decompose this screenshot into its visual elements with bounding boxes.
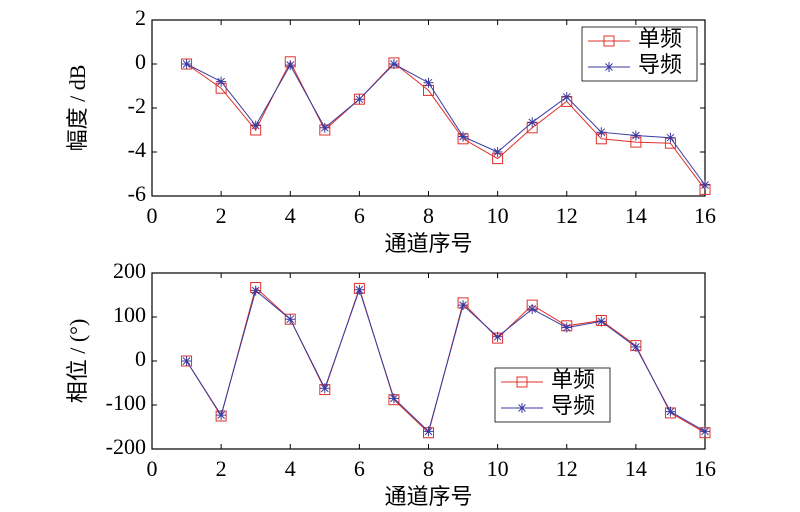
marker-star [319,383,330,394]
marker-star [216,76,227,87]
x-axis-label: 通道序号 [384,231,472,256]
marker-star [423,426,434,437]
marker-star [630,130,641,141]
marker-star [596,316,607,327]
marker-square [516,376,528,388]
y-tick-label: 200 [113,258,146,283]
x-axis-label: 通道序号 [384,484,472,509]
marker-star [527,117,538,128]
legend-box [581,26,698,82]
marker-star [285,60,296,71]
x-tick-label: 2 [216,203,227,228]
marker-star [561,322,572,333]
marker-star [250,285,261,296]
x-tick-label: 0 [147,456,158,481]
x-tick-label: 0 [147,203,158,228]
legend-box [494,367,611,423]
x-tick-label: 8 [423,456,434,481]
y-tick-label: 2 [135,5,146,30]
marker-star [354,94,365,105]
marker-star [665,132,676,143]
marker-star [492,147,503,157]
y-axis-label: 幅度 / dB [65,65,90,152]
series-line [186,286,706,434]
y-axis-label: 相位 / (°) [65,319,90,404]
x-tick-label: 12 [556,203,578,228]
marker-star [423,77,434,88]
marker-star [458,300,469,311]
x-tick-label: 8 [423,203,434,228]
y-tick-label: -2 [128,93,146,118]
x-tick-label: 14 [625,203,647,228]
marker-star [517,403,527,413]
marker-star [604,62,614,72]
x-tick-label: 2 [216,456,227,481]
series-line [186,63,706,186]
x-tick-label: 6 [354,456,365,481]
x-tick-label: 10 [487,203,509,228]
y-tick-label: -100 [106,390,146,415]
marker-star [665,406,676,417]
marker-star [354,284,365,295]
y-tick-label: -6 [128,181,146,206]
x-tick-label: 16 [694,203,716,228]
y-tick-label: 0 [135,49,146,74]
marker-star [700,426,710,437]
x-tick-label: 4 [285,456,296,481]
y-tick-label: 100 [113,302,146,327]
marker-star [388,59,399,69]
marker-star [388,393,399,404]
marker-star [181,356,192,366]
axes-frame [151,272,706,450]
marker-star [630,341,641,352]
marker-star [319,122,330,133]
marker-star [596,127,607,138]
legend-label: 单频 [638,26,682,51]
marker-star [285,314,296,325]
marker-square [603,35,615,47]
x-tick-label: 16 [694,456,716,481]
marker-star [458,131,469,142]
marker-star [216,410,227,421]
marker-star [181,59,192,69]
y-tick-label: -200 [106,434,146,459]
marker-star [492,331,503,342]
marker-star [527,304,538,315]
x-tick-label: 14 [625,456,647,481]
x-tick-label: 4 [285,203,296,228]
x-tick-label: 6 [354,203,365,228]
series-line [186,288,706,433]
legend-label: 导频 [551,393,595,418]
marker-star [700,180,710,190]
legend-label: 导频 [638,52,682,77]
y-tick-label: -4 [128,137,146,162]
x-tick-label: 12 [556,456,578,481]
y-tick-label: 0 [135,346,146,371]
marker-star [561,92,572,102]
x-tick-label: 10 [487,456,509,481]
legend-label: 单频 [551,367,595,392]
marker-star [250,120,261,131]
